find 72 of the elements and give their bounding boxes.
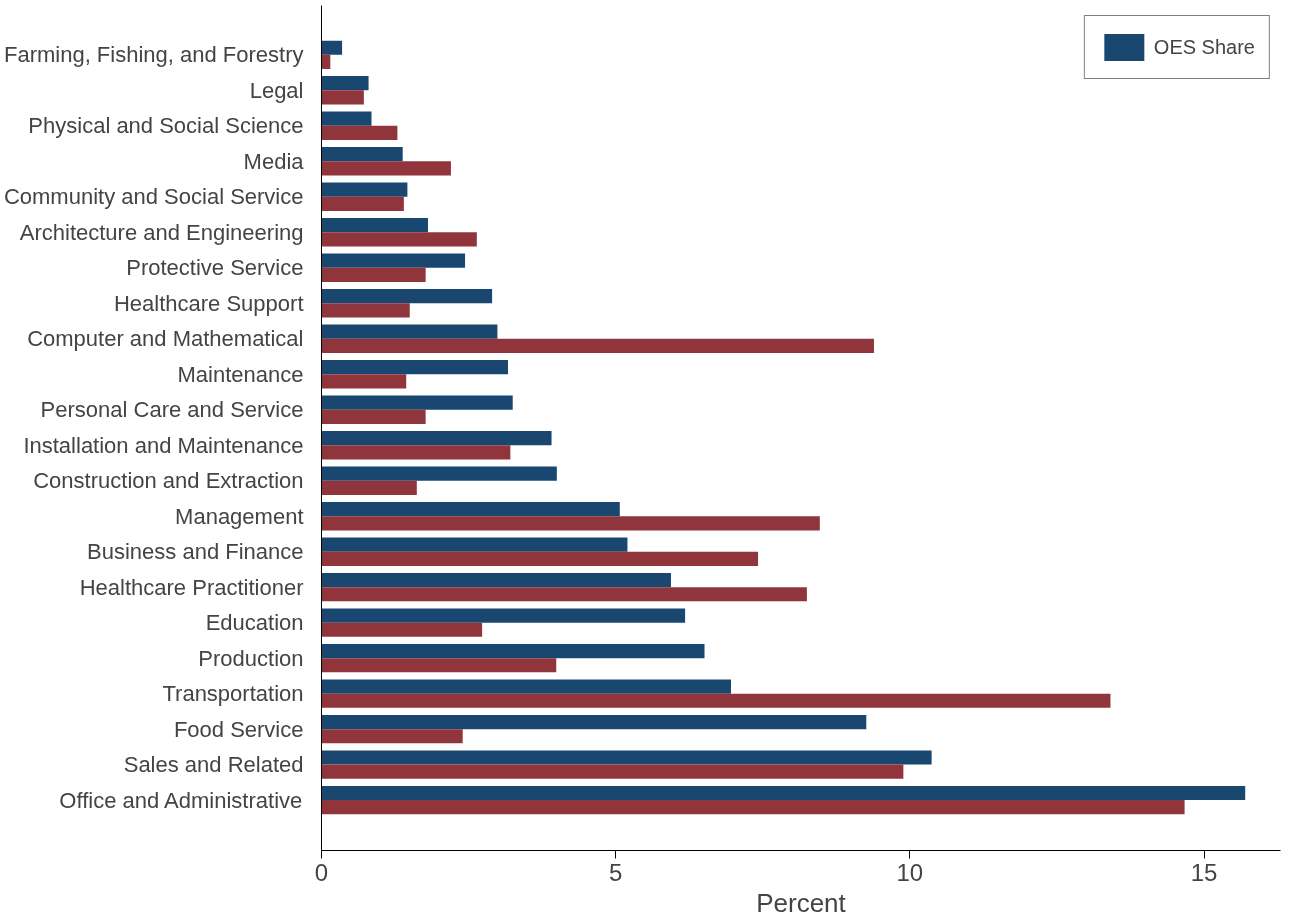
y-tick-label: Healthcare Support <box>113 290 304 316</box>
y-tick-label: Construction and Extraction <box>33 468 304 494</box>
bar <box>321 253 466 268</box>
y-tick-label: Community and Social Service <box>3 184 304 210</box>
bar <box>321 218 428 233</box>
bar <box>321 303 410 318</box>
y-tick-label: Business and Finance <box>87 539 304 565</box>
bar <box>321 289 493 304</box>
x-axis-title: Percent <box>756 887 847 918</box>
y-tick-label: Transportation <box>162 681 304 707</box>
y-tick-label: Computer and Mathematical <box>27 326 304 352</box>
x-tick-label: 15 <box>1190 858 1218 886</box>
bar <box>321 76 369 91</box>
y-tick-label: Education <box>205 610 304 636</box>
y-tick-label: Maintenance <box>177 361 304 387</box>
y-tick-label: Legal <box>249 77 304 103</box>
y-tick-label: Food Service <box>173 716 304 742</box>
bar <box>321 516 820 531</box>
y-tick-label: Office and Administrative <box>59 787 303 813</box>
bar <box>321 800 1185 815</box>
bar <box>321 679 731 694</box>
bar <box>321 729 463 744</box>
bar <box>321 693 1111 708</box>
bar <box>321 232 477 247</box>
bar <box>321 502 620 517</box>
y-tick-label: Production <box>198 645 304 671</box>
bar <box>321 360 508 375</box>
y-tick-label: Management <box>175 503 304 529</box>
bar <box>321 622 483 637</box>
y-tick-label: Media <box>243 148 305 174</box>
bar <box>321 750 932 765</box>
bar <box>321 267 426 282</box>
bar <box>321 445 511 460</box>
bar <box>321 480 417 495</box>
bar <box>321 643 705 659</box>
bar <box>321 431 552 446</box>
x-tick-label: 5 <box>609 858 623 886</box>
bar <box>321 608 686 623</box>
bar <box>321 374 407 389</box>
bar <box>321 785 1246 801</box>
y-tick-label: Personal Care and Service <box>40 397 304 423</box>
y-tick-label: Farming, Fishing, and Forestry <box>3 42 304 68</box>
bar <box>321 764 904 779</box>
bar <box>321 587 807 602</box>
bar <box>321 324 498 339</box>
bar <box>321 182 408 197</box>
bar <box>321 409 426 424</box>
y-tick-label: Protective Service <box>126 255 304 281</box>
legend-label: OES Share <box>1153 35 1255 59</box>
bar <box>321 338 874 353</box>
bar <box>321 537 628 552</box>
bar <box>321 54 331 70</box>
bar <box>321 551 759 566</box>
bar <box>321 196 404 211</box>
bar <box>321 111 372 126</box>
y-tick-label: Sales and Related <box>123 752 304 778</box>
x-tick-label: 0 <box>314 858 329 886</box>
y-tick-label: Healthcare Practitioner <box>79 574 304 600</box>
bar <box>321 161 451 176</box>
y-tick-label: Installation and Maintenance <box>23 432 304 458</box>
y-tick-label: Architecture and Engineering <box>19 219 304 245</box>
bar <box>321 125 398 140</box>
y-tick-label: Physical and Social Science <box>28 113 304 139</box>
bar <box>321 466 557 481</box>
x-tick-label: 10 <box>896 858 924 886</box>
bar <box>321 40 343 55</box>
bar <box>321 714 867 730</box>
bar <box>321 395 513 410</box>
bar <box>321 658 557 673</box>
bar <box>321 147 403 162</box>
bar <box>321 572 671 588</box>
bar <box>321 90 364 105</box>
